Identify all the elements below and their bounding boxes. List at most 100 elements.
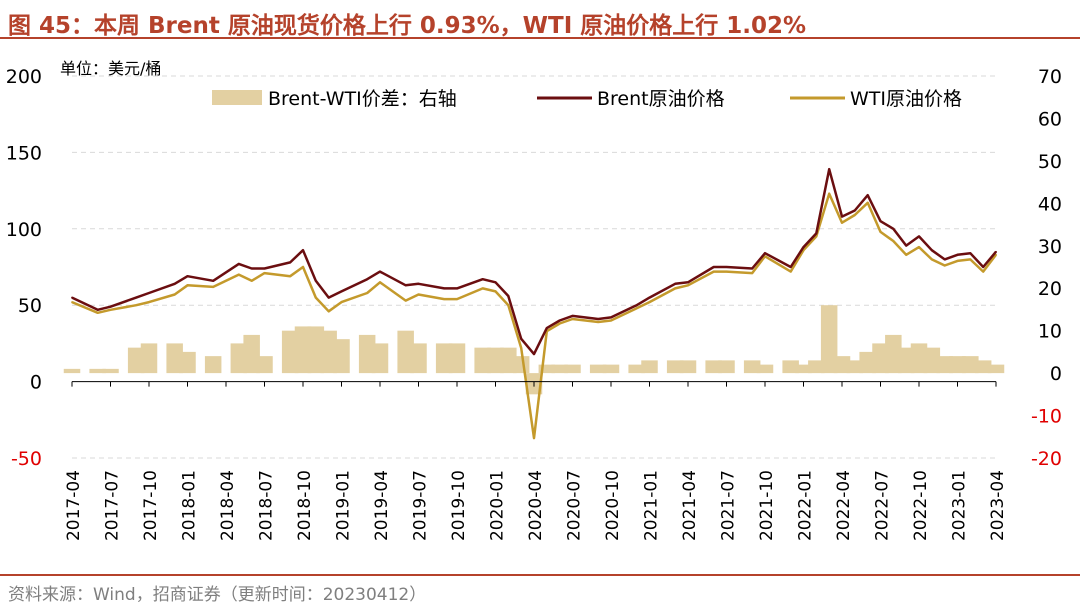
brent-point-29 xyxy=(571,314,574,317)
right-tick-label-0: 70 xyxy=(1038,66,1062,88)
spread-bar-29 xyxy=(564,364,581,374)
legend-label-spread: Brent-WTI价差：右轴 xyxy=(268,88,457,110)
brent-point-28 xyxy=(558,319,561,322)
wti-point-13 xyxy=(314,296,317,299)
x-tick-label-5: 2018-07 xyxy=(257,470,277,541)
spread-bar-46 xyxy=(859,351,876,374)
spread-bar-22 xyxy=(474,347,491,374)
brent-point-43 xyxy=(828,168,831,171)
legend-label-wti: WTI原油价格 xyxy=(850,88,962,110)
brent-point-36 xyxy=(712,266,715,268)
x-tick-label-15: 2021-01 xyxy=(642,470,662,541)
brent-point-35 xyxy=(687,281,689,284)
left-tick-label-2: 100 xyxy=(6,219,42,241)
left-tick-label-5: -50 xyxy=(11,448,42,470)
wti-point-44 xyxy=(841,221,843,224)
spread-bar-42 xyxy=(808,360,825,374)
brent-point-7 xyxy=(212,279,215,282)
brent-point-55 xyxy=(982,266,985,268)
spread-bar-1 xyxy=(89,368,106,374)
brent-line-layer xyxy=(71,167,997,356)
wti-point-28 xyxy=(558,322,561,325)
x-tick-label-13: 2020-07 xyxy=(565,470,585,541)
wti-point-5 xyxy=(173,293,176,296)
spread-bar-24 xyxy=(500,347,517,374)
wti-point-19 xyxy=(417,293,420,296)
brent-point-21 xyxy=(456,287,458,290)
brent-point-23 xyxy=(494,281,497,284)
x-tick-label-23: 2023-01 xyxy=(950,470,970,541)
x-tick-label-17: 2021-07 xyxy=(719,470,739,541)
left-tick-label-0: 200 xyxy=(6,66,42,88)
wti-point-16 xyxy=(366,292,369,294)
spread-bar-30 xyxy=(589,364,607,374)
wti-point-23 xyxy=(494,290,497,293)
spread-bar-4 xyxy=(140,343,158,374)
spread-bar-16 xyxy=(358,334,376,374)
left-tick-label-3: 50 xyxy=(18,295,42,317)
x-tick-label-1: 2017-07 xyxy=(103,470,123,541)
brent-point-42 xyxy=(815,232,818,235)
x-tick-label-11: 2020-01 xyxy=(488,470,508,541)
x-tick-label-20: 2022-04 xyxy=(834,470,854,541)
wti-point-56 xyxy=(995,253,997,256)
spread-bar-35 xyxy=(679,360,697,374)
spread-bar-43 xyxy=(820,305,838,374)
brent-point-13 xyxy=(314,279,317,282)
wti-point-32 xyxy=(635,307,638,310)
wti-line xyxy=(71,192,997,440)
wti-point-37 xyxy=(725,270,728,273)
wti-point-2 xyxy=(109,308,112,311)
wti-point-30 xyxy=(597,321,600,323)
x-tick-label-18: 2021-10 xyxy=(757,470,777,541)
wti-point-7 xyxy=(212,285,215,288)
spread-bar-41 xyxy=(795,364,812,374)
wti-point-40 xyxy=(789,270,792,273)
brent-point-25 xyxy=(520,337,523,340)
spread-bar-7 xyxy=(204,356,222,374)
spread-bar-52 xyxy=(936,356,953,374)
spread-bar-40 xyxy=(782,360,799,374)
brent-point-30 xyxy=(597,318,600,320)
spread-bar-15 xyxy=(333,339,350,374)
x-tick-label-4: 2018-04 xyxy=(218,470,238,541)
spread-bar-47 xyxy=(872,343,889,374)
spread-bar-2 xyxy=(102,368,119,374)
spread-bar-14 xyxy=(320,330,337,374)
brent-point-9 xyxy=(250,267,253,270)
spread-bar-23 xyxy=(487,347,504,374)
wti-point-46 xyxy=(866,201,869,204)
brent-point-49 xyxy=(905,244,908,247)
brent-point-34 xyxy=(674,282,677,285)
spread-bar-48 xyxy=(885,334,902,374)
brent-point-32 xyxy=(635,304,638,307)
wti-point-4 xyxy=(148,301,150,304)
right-tick-label-8: -10 xyxy=(1031,406,1062,428)
brent-point-5 xyxy=(173,282,176,285)
wti-point-51 xyxy=(930,258,933,261)
brent-point-22 xyxy=(481,278,484,281)
spread-bar-44 xyxy=(833,356,851,374)
wti-point-22 xyxy=(481,287,484,290)
brent-point-15 xyxy=(340,290,343,293)
x-tick-label-2: 2017-10 xyxy=(141,470,161,541)
spread-bar-10 xyxy=(256,356,273,374)
brent-point-17 xyxy=(379,270,381,273)
right-tick-label-7: 0 xyxy=(1050,363,1062,385)
wti-point-8 xyxy=(237,273,240,276)
brent-point-46 xyxy=(866,194,869,197)
brent-point-3 xyxy=(135,296,138,299)
brent-point-18 xyxy=(404,284,407,287)
spread-bar-56 xyxy=(987,364,1005,374)
x-tick-label-10: 2019-10 xyxy=(449,470,469,541)
legend-swatch-spread xyxy=(212,90,262,105)
x-tick-label-3: 2018-01 xyxy=(180,470,200,541)
wti-point-54 xyxy=(969,258,972,261)
spread-bar-39 xyxy=(756,364,774,374)
brent-point-33 xyxy=(648,296,651,299)
x-tick-label-8: 2019-04 xyxy=(372,470,392,541)
brent-line xyxy=(71,167,997,356)
spread-bar-32 xyxy=(628,364,645,374)
brent-point-11 xyxy=(289,261,292,264)
right-tick-label-3: 40 xyxy=(1038,193,1062,215)
